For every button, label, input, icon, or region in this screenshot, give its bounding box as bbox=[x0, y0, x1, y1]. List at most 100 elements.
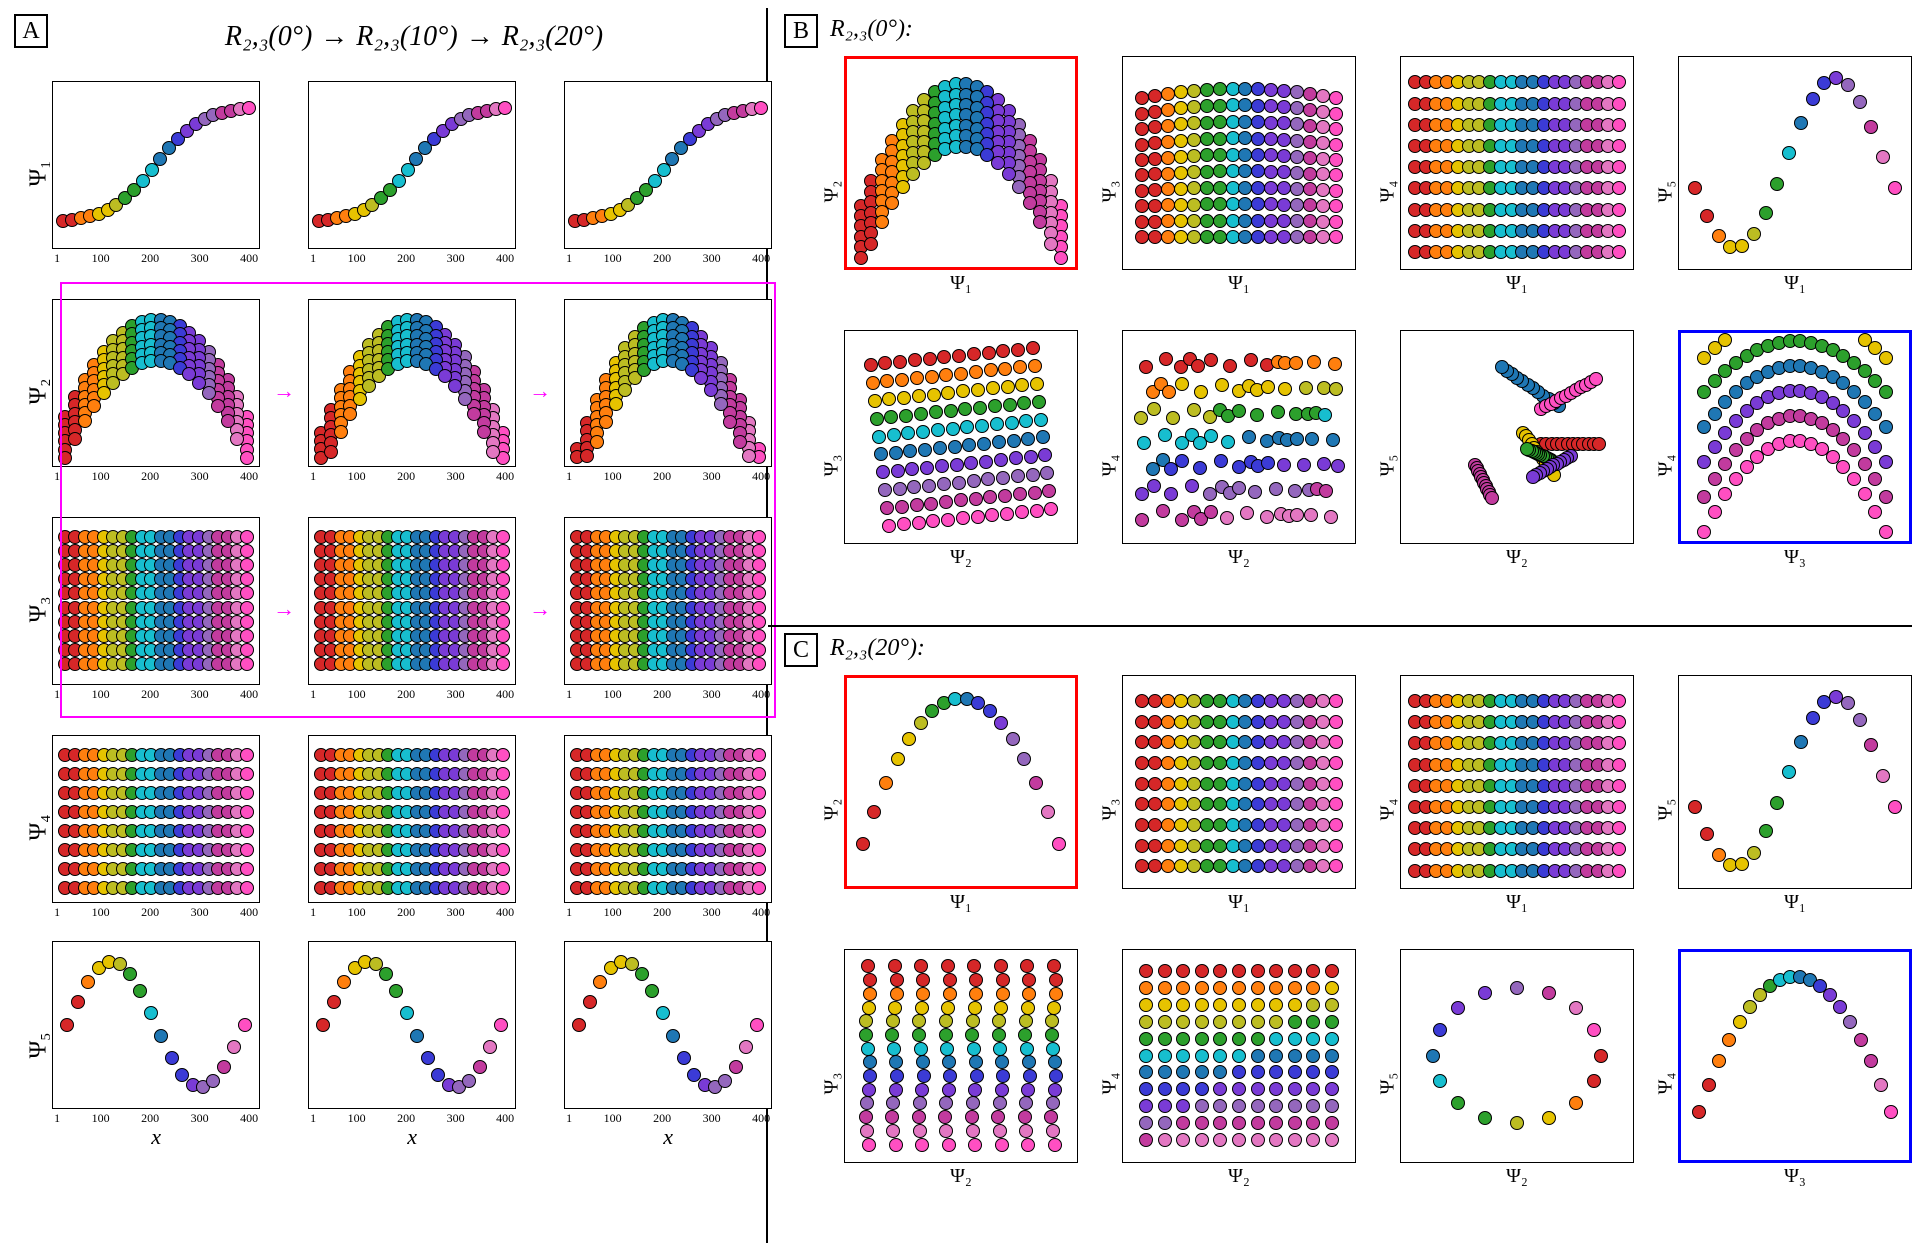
data-point bbox=[752, 824, 766, 838]
data-point bbox=[1200, 181, 1214, 195]
data-point bbox=[1288, 1116, 1302, 1130]
data-point bbox=[886, 1124, 900, 1138]
plot-area bbox=[1122, 675, 1356, 889]
data-point bbox=[1158, 981, 1172, 995]
subplot: Ψ₅Ψ₁ bbox=[1654, 56, 1914, 326]
data-point bbox=[899, 409, 913, 423]
data-point bbox=[1213, 181, 1227, 195]
data-point bbox=[1238, 735, 1252, 749]
data-point bbox=[1161, 119, 1175, 133]
data-point bbox=[1712, 848, 1726, 862]
subplot: Ψ₃Ψ₁ bbox=[1098, 56, 1358, 326]
data-point bbox=[1048, 1083, 1062, 1097]
data-point bbox=[1303, 715, 1317, 729]
data-point bbox=[1161, 135, 1175, 149]
data-point bbox=[1288, 1133, 1302, 1147]
data-point bbox=[752, 558, 766, 572]
data-point bbox=[1329, 215, 1343, 229]
x-axis-label: Ψ₃ bbox=[1678, 1165, 1912, 1188]
data-point bbox=[1200, 214, 1214, 228]
data-point bbox=[910, 371, 924, 385]
data-point bbox=[1204, 505, 1218, 519]
data-point bbox=[966, 1096, 980, 1110]
data-point bbox=[1215, 378, 1229, 392]
data-point bbox=[1034, 413, 1048, 427]
data-point bbox=[995, 1138, 1009, 1152]
data-point bbox=[1048, 1055, 1062, 1069]
data-point bbox=[1510, 1116, 1524, 1130]
data-point bbox=[1139, 360, 1153, 374]
x-ticks: 1100200300400 bbox=[308, 251, 516, 266]
data-point bbox=[1162, 385, 1176, 399]
data-point bbox=[324, 445, 338, 459]
data-point bbox=[950, 458, 964, 472]
data-point bbox=[990, 417, 1004, 431]
data-point bbox=[1176, 1049, 1190, 1063]
data-point bbox=[1238, 197, 1252, 211]
data-point bbox=[1290, 715, 1304, 729]
data-point bbox=[1277, 458, 1291, 472]
data-point bbox=[1135, 777, 1149, 791]
data-point bbox=[1139, 998, 1153, 1012]
data-point bbox=[1306, 1116, 1320, 1130]
data-point bbox=[1223, 359, 1237, 373]
data-point bbox=[965, 1028, 979, 1042]
data-point bbox=[1612, 203, 1626, 217]
data-point bbox=[1226, 148, 1240, 162]
data-point bbox=[1040, 466, 1054, 480]
data-point bbox=[1135, 91, 1149, 105]
arrow-icon: → bbox=[274, 596, 294, 622]
data-point bbox=[1303, 119, 1317, 133]
data-point bbox=[144, 1006, 158, 1020]
data-point bbox=[1135, 215, 1149, 229]
data-point bbox=[954, 367, 968, 381]
data-point bbox=[1307, 355, 1321, 369]
y-axis-label: Ψ₅ bbox=[1376, 454, 1399, 476]
data-point bbox=[1047, 959, 1061, 973]
data-point bbox=[714, 397, 728, 411]
data-point bbox=[1213, 735, 1227, 749]
data-point bbox=[890, 973, 904, 987]
data-point bbox=[1213, 132, 1227, 146]
subplot: 1100200300400 bbox=[52, 81, 260, 266]
data-point bbox=[993, 1096, 1007, 1110]
plot-area bbox=[52, 81, 260, 249]
data-point bbox=[1847, 414, 1861, 428]
plot-area bbox=[844, 675, 1078, 889]
x-axis-label: Ψ₂ bbox=[844, 546, 1078, 569]
data-point bbox=[1277, 797, 1291, 811]
data-point bbox=[922, 479, 936, 493]
data-point bbox=[1251, 115, 1265, 129]
data-point bbox=[971, 510, 985, 524]
data-point bbox=[754, 101, 768, 115]
data-point bbox=[1195, 1133, 1209, 1147]
data-point bbox=[1290, 508, 1304, 522]
data-point bbox=[943, 1069, 957, 1083]
data-point bbox=[60, 1018, 74, 1032]
data-point bbox=[1290, 818, 1304, 832]
data-point bbox=[599, 415, 613, 429]
data-point bbox=[1306, 1032, 1320, 1046]
data-point bbox=[1176, 981, 1190, 995]
data-point bbox=[1526, 470, 1540, 484]
data-point bbox=[496, 748, 510, 762]
data-point bbox=[1161, 756, 1175, 770]
subplot: 1100200300400 bbox=[564, 299, 772, 484]
data-point bbox=[1612, 694, 1626, 708]
data-point bbox=[941, 513, 955, 527]
data-point bbox=[938, 1110, 952, 1124]
data-point bbox=[496, 544, 510, 558]
data-point bbox=[1876, 150, 1890, 164]
data-point bbox=[1187, 403, 1201, 417]
data-point bbox=[1134, 411, 1148, 425]
data-point bbox=[496, 786, 510, 800]
data-point bbox=[1794, 116, 1808, 130]
data-point bbox=[1306, 1065, 1320, 1079]
data-point bbox=[1019, 1124, 1033, 1138]
data-point bbox=[994, 453, 1008, 467]
x-axis-label: Ψ₁ bbox=[1400, 891, 1634, 914]
data-point bbox=[1847, 472, 1861, 486]
data-point bbox=[1735, 239, 1749, 253]
data-point bbox=[1290, 797, 1304, 811]
data-point bbox=[1135, 797, 1149, 811]
